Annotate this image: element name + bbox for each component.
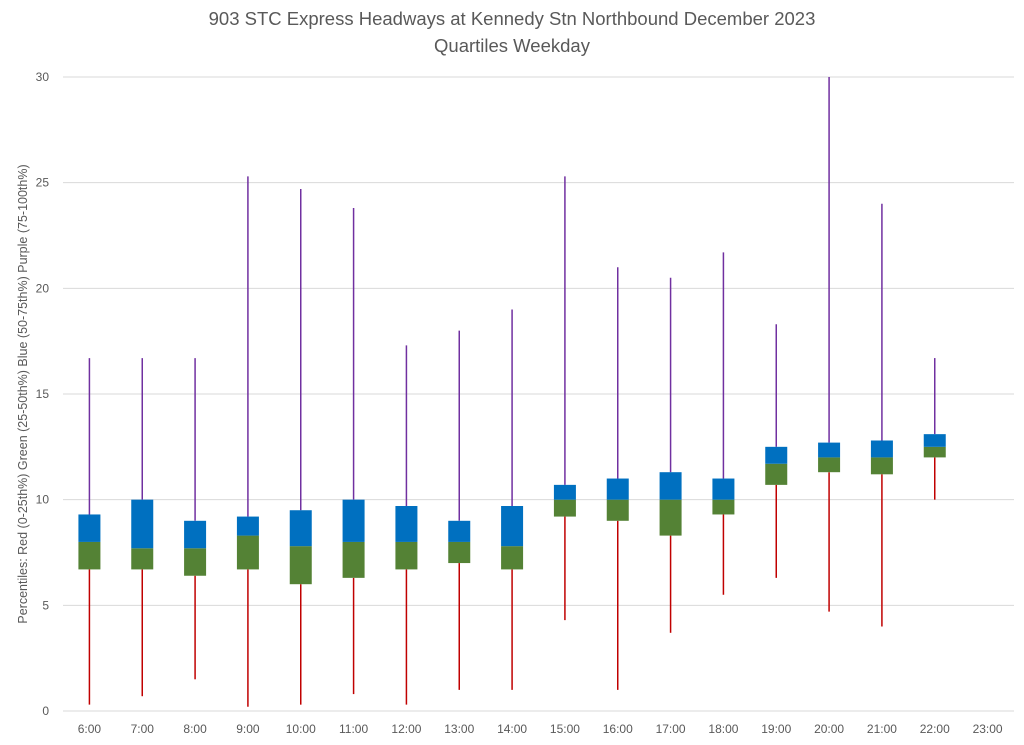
x-tick-label: 17:00 xyxy=(656,722,686,736)
lower-box xyxy=(553,499,576,517)
lower-box xyxy=(289,546,312,585)
lower-box xyxy=(448,541,471,564)
lower-box xyxy=(923,446,946,458)
box-group xyxy=(78,358,101,705)
y-tick-label: 20 xyxy=(36,281,50,295)
x-tick-label: 20:00 xyxy=(814,722,844,736)
box-group xyxy=(289,189,312,705)
y-tick-label: 10 xyxy=(36,493,50,507)
lower-box xyxy=(342,541,365,578)
x-tick-label: 9:00 xyxy=(236,722,260,736)
upper-box xyxy=(553,484,576,500)
lower-box xyxy=(395,541,418,570)
upper-box xyxy=(395,506,418,542)
box-group xyxy=(448,330,471,690)
x-tick-label: 6:00 xyxy=(78,722,102,736)
upper-box xyxy=(236,516,259,536)
y-tick-label: 30 xyxy=(36,70,50,84)
x-tick-label: 23:00 xyxy=(973,722,1003,736)
box-group xyxy=(870,203,893,627)
box-group xyxy=(765,324,788,578)
x-tick-label: 18:00 xyxy=(708,722,738,736)
lower-box xyxy=(870,457,893,475)
x-axis-ticks: 6:00 7:00 8:00 9:00 10:00 11:00 12:00 13:00 14:0… xyxy=(78,722,1003,736)
lower-box xyxy=(765,463,788,485)
upper-box xyxy=(765,446,788,464)
y-axis-ticks: 0 5 10 15 20 25 30 xyxy=(36,70,50,718)
y-tick-label: 15 xyxy=(36,387,50,401)
upper-box xyxy=(342,499,365,542)
y-tick-label: 25 xyxy=(36,176,50,190)
x-tick-label: 15:00 xyxy=(550,722,580,736)
box-group xyxy=(184,358,207,680)
x-tick-label: 14:00 xyxy=(497,722,527,736)
x-tick-label: 22:00 xyxy=(920,722,950,736)
box-group xyxy=(923,358,946,500)
x-tick-label: 21:00 xyxy=(867,722,897,736)
upper-box xyxy=(184,520,207,549)
chart-subtitle: Quartiles Weekday xyxy=(434,35,591,56)
lower-box xyxy=(501,546,524,570)
upper-box xyxy=(712,478,735,500)
upper-box xyxy=(606,478,629,500)
y-tick-label: 5 xyxy=(42,598,49,612)
x-tick-label: 19:00 xyxy=(761,722,791,736)
box-group xyxy=(236,176,259,707)
x-tick-label: 12:00 xyxy=(391,722,421,736)
x-tick-label: 11:00 xyxy=(339,722,368,736)
lower-box xyxy=(131,548,154,570)
lower-box xyxy=(712,499,735,515)
upper-box xyxy=(78,514,101,542)
upper-box xyxy=(923,434,946,447)
upper-box xyxy=(501,506,524,547)
x-tick-label: 10:00 xyxy=(286,722,316,736)
chart-title: 903 STC Express Headways at Kennedy Stn … xyxy=(209,8,816,29)
box-group xyxy=(501,309,524,690)
upper-box xyxy=(448,520,471,542)
box-plot-marks xyxy=(78,77,946,707)
upper-box xyxy=(289,510,312,547)
box-group xyxy=(606,267,629,690)
box-group xyxy=(342,208,365,695)
lower-box xyxy=(818,457,841,473)
box-group xyxy=(659,277,682,633)
box-group xyxy=(818,77,841,612)
box-group xyxy=(131,358,154,697)
box-group xyxy=(553,176,576,621)
x-tick-label: 13:00 xyxy=(444,722,474,736)
lower-box xyxy=(184,548,207,576)
lower-box xyxy=(659,499,682,536)
box-group xyxy=(395,345,418,705)
lower-box xyxy=(606,499,629,521)
y-axis-title: Percentiles: Red (0-25th%) Green (25-50t… xyxy=(16,164,30,623)
upper-box xyxy=(870,440,893,458)
lower-box xyxy=(78,541,101,570)
lower-box xyxy=(236,535,259,570)
x-tick-label: 7:00 xyxy=(131,722,155,736)
gridlines xyxy=(63,76,1014,712)
upper-box xyxy=(818,442,841,458)
upper-box xyxy=(659,472,682,500)
x-tick-label: 16:00 xyxy=(603,722,633,736)
x-tick-label: 8:00 xyxy=(183,722,207,736)
y-tick-label: 0 xyxy=(42,704,49,718)
upper-box xyxy=(131,499,154,549)
box-group xyxy=(712,252,735,595)
